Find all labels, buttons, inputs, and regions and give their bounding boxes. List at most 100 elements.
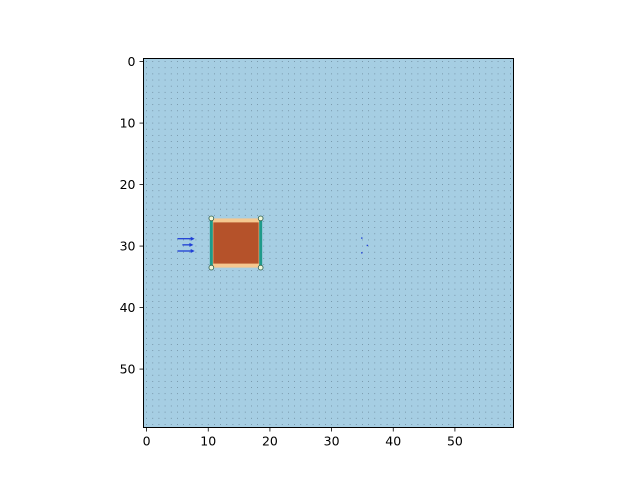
grid-dot bbox=[325, 214, 326, 216]
grid-dot bbox=[337, 110, 339, 112]
grid-dot bbox=[312, 245, 314, 247]
grid-dot bbox=[177, 325, 178, 327]
grid-dot bbox=[207, 374, 209, 376]
grid-dot bbox=[429, 301, 431, 302]
grid-dot bbox=[454, 387, 456, 388]
grid-dot bbox=[325, 79, 326, 81]
grid-dot bbox=[238, 214, 240, 216]
grid-dot bbox=[423, 393, 425, 395]
grid-dot bbox=[275, 245, 277, 247]
grid-dot bbox=[417, 294, 419, 296]
grid-dot bbox=[263, 208, 265, 210]
grid-dot bbox=[294, 331, 295, 333]
grid-dot bbox=[275, 134, 277, 136]
grid-dot bbox=[386, 251, 388, 253]
grid-dot bbox=[201, 171, 203, 173]
grid-dot bbox=[152, 221, 154, 222]
grid-dot bbox=[411, 344, 413, 345]
grid-dot bbox=[158, 104, 160, 106]
grid-dot bbox=[497, 165, 499, 167]
grid-dot bbox=[466, 331, 468, 333]
grid-dot bbox=[238, 147, 240, 149]
grid-dot bbox=[436, 294, 437, 296]
grid-dot bbox=[399, 288, 400, 290]
grid-dot bbox=[177, 227, 178, 229]
grid-dot bbox=[238, 313, 240, 315]
grid-dot bbox=[312, 264, 314, 265]
grid-dot bbox=[349, 128, 351, 130]
grid-dot bbox=[269, 239, 271, 241]
grid-dot bbox=[510, 344, 511, 345]
grid-dot bbox=[497, 264, 499, 265]
grid-dot bbox=[479, 178, 480, 179]
grid-dot bbox=[312, 270, 314, 272]
grid-dot bbox=[183, 411, 184, 413]
grid-dot bbox=[392, 178, 394, 179]
grid-dot bbox=[207, 116, 209, 118]
grid-dot bbox=[442, 239, 443, 241]
grid-dot bbox=[411, 301, 413, 302]
grid-dot bbox=[479, 67, 480, 69]
grid-dot bbox=[392, 307, 394, 308]
grid-dot bbox=[485, 214, 487, 216]
grid-dot bbox=[306, 251, 308, 253]
grid-dot bbox=[473, 276, 474, 278]
grid-dot bbox=[306, 134, 308, 136]
grid-dot bbox=[152, 251, 154, 253]
grid-dot bbox=[220, 67, 221, 69]
grid-dot bbox=[152, 368, 154, 370]
grid-dot bbox=[195, 85, 197, 87]
grid-dot bbox=[337, 393, 339, 395]
grid-dot bbox=[442, 313, 443, 315]
grid-dot bbox=[485, 270, 487, 272]
grid-dot bbox=[497, 134, 499, 136]
grid-dot bbox=[201, 411, 203, 413]
grid-dot bbox=[164, 184, 166, 185]
grid-dot bbox=[399, 270, 400, 272]
grid-dot bbox=[183, 282, 184, 284]
grid-dot bbox=[374, 184, 376, 185]
grid-dot bbox=[170, 208, 172, 210]
grid-dot bbox=[146, 356, 147, 358]
grid-dot bbox=[411, 141, 413, 142]
grid-dot bbox=[257, 362, 258, 364]
grid-dot bbox=[423, 362, 425, 364]
grid-dot bbox=[436, 239, 437, 241]
grid-dot bbox=[442, 380, 443, 382]
grid-dot bbox=[399, 331, 400, 333]
grid-dot bbox=[417, 190, 419, 192]
grid-dot bbox=[306, 264, 308, 265]
grid-dot bbox=[158, 368, 160, 370]
grid-dot bbox=[423, 288, 425, 290]
grid-dot bbox=[485, 387, 487, 388]
grid-dot bbox=[405, 73, 406, 75]
grid-dot bbox=[170, 190, 172, 192]
grid-dot bbox=[244, 356, 246, 358]
grid-dot bbox=[405, 399, 406, 401]
grid-dot bbox=[263, 393, 265, 395]
grid-dot bbox=[473, 233, 474, 235]
grid-dot bbox=[355, 331, 357, 333]
grid-dot bbox=[195, 380, 197, 382]
grid-dot bbox=[152, 350, 154, 352]
grid-dot bbox=[473, 116, 474, 118]
grid-dot bbox=[164, 104, 166, 106]
grid-dot bbox=[399, 178, 400, 179]
grid-dot bbox=[312, 104, 314, 106]
grid-dot bbox=[318, 319, 320, 321]
grid-dot bbox=[232, 405, 234, 407]
grid-dot bbox=[251, 374, 252, 376]
grid-dot bbox=[442, 337, 443, 339]
grid-dot bbox=[294, 128, 295, 130]
grid-dot bbox=[183, 307, 184, 308]
grid-dot bbox=[343, 79, 345, 81]
grid-dot bbox=[405, 301, 406, 302]
grid-dot bbox=[503, 344, 505, 345]
grid-dot bbox=[251, 79, 252, 81]
grid-dot bbox=[214, 214, 215, 216]
grid-dot bbox=[244, 98, 246, 99]
grid-dot bbox=[263, 251, 265, 253]
grid-dot bbox=[473, 362, 474, 364]
grid-dot bbox=[207, 104, 209, 106]
grid-dot bbox=[479, 73, 480, 75]
